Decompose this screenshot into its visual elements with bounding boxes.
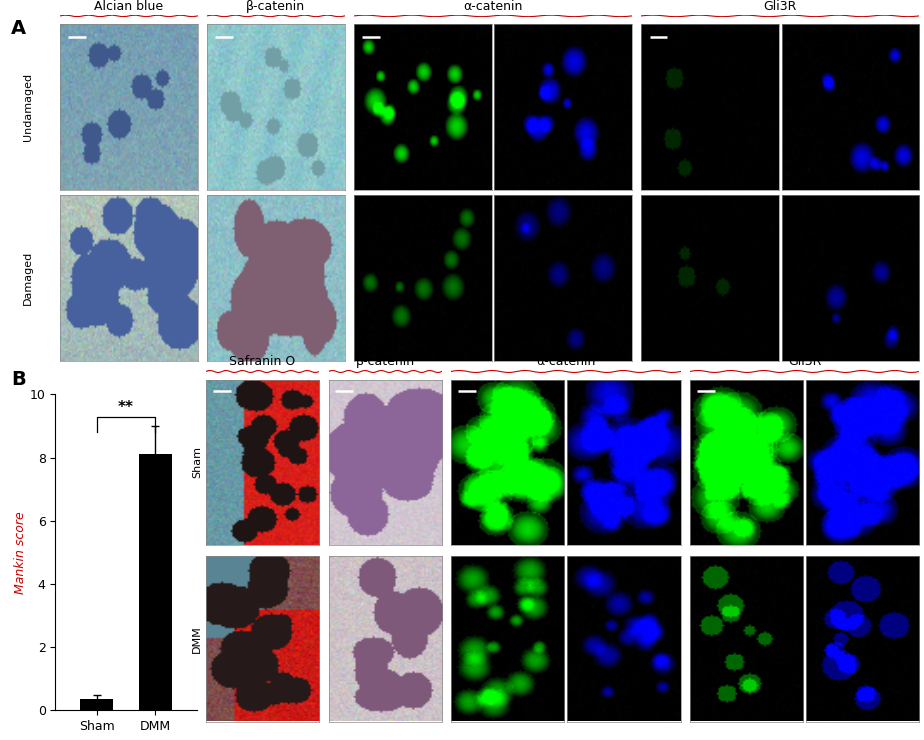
Y-axis label: Mankin score: Mankin score	[14, 511, 27, 593]
Text: β-catenin: β-catenin	[356, 354, 415, 368]
Bar	[140, 454, 172, 710]
Text: DMM: DMM	[192, 625, 202, 653]
Text: α-catenin: α-catenin	[536, 354, 596, 368]
Text: Undamaged: Undamaged	[23, 73, 32, 141]
Text: Gli3R: Gli3R	[763, 0, 797, 13]
Text: α-catenin: α-catenin	[463, 0, 523, 13]
Text: Alcian blue: Alcian blue	[94, 0, 164, 13]
Bar	[80, 699, 113, 710]
Text: β-catenin: β-catenin	[247, 0, 305, 13]
Text: A: A	[11, 18, 26, 38]
Text: B: B	[11, 370, 26, 389]
Text: Gli3R: Gli3R	[788, 354, 821, 368]
Text: Damaged: Damaged	[23, 251, 32, 305]
Text: Safranin O: Safranin O	[229, 354, 296, 368]
Text: Sham: Sham	[192, 446, 202, 478]
Text: **: **	[118, 400, 134, 415]
